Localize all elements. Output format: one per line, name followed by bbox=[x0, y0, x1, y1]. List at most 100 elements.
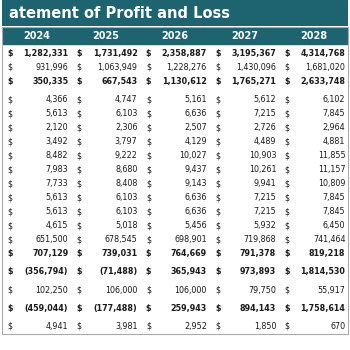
Text: 6,103: 6,103 bbox=[115, 207, 138, 216]
Text: $: $ bbox=[285, 179, 289, 188]
Text: 5,613: 5,613 bbox=[46, 193, 68, 202]
Text: $: $ bbox=[146, 207, 151, 216]
Text: 1,228,276: 1,228,276 bbox=[167, 63, 207, 72]
Text: $: $ bbox=[146, 304, 152, 313]
Text: 5,456: 5,456 bbox=[184, 221, 207, 230]
Text: $: $ bbox=[215, 179, 220, 188]
Text: $: $ bbox=[7, 165, 12, 174]
Text: $: $ bbox=[77, 235, 82, 244]
Text: 3,797: 3,797 bbox=[115, 137, 138, 146]
Text: $: $ bbox=[146, 249, 152, 258]
Text: 9,222: 9,222 bbox=[115, 151, 138, 160]
Text: $: $ bbox=[7, 235, 12, 244]
Text: 55,917: 55,917 bbox=[317, 286, 345, 294]
Text: $: $ bbox=[215, 193, 220, 202]
Text: 4,489: 4,489 bbox=[254, 137, 276, 146]
Text: $: $ bbox=[285, 77, 290, 86]
Text: 5,613: 5,613 bbox=[46, 109, 68, 118]
Text: 719,868: 719,868 bbox=[244, 235, 276, 244]
Text: 1,430,096: 1,430,096 bbox=[236, 63, 276, 72]
Text: 2027: 2027 bbox=[231, 31, 258, 41]
Text: $: $ bbox=[285, 193, 289, 202]
Text: $: $ bbox=[7, 151, 12, 160]
Text: 4,314,768: 4,314,768 bbox=[301, 49, 345, 58]
Text: 2025: 2025 bbox=[92, 31, 119, 41]
Text: 79,750: 79,750 bbox=[248, 286, 276, 294]
Text: 7,845: 7,845 bbox=[323, 193, 345, 202]
Text: 10,809: 10,809 bbox=[318, 179, 345, 188]
Text: 1,814,530: 1,814,530 bbox=[301, 267, 345, 276]
Text: 9,941: 9,941 bbox=[253, 179, 276, 188]
Text: $: $ bbox=[7, 322, 12, 331]
Text: 106,000: 106,000 bbox=[175, 286, 207, 294]
Text: $: $ bbox=[215, 267, 221, 276]
Text: 2,726: 2,726 bbox=[253, 123, 276, 132]
Text: $: $ bbox=[215, 49, 221, 58]
Text: $: $ bbox=[285, 322, 289, 331]
Text: 1,850: 1,850 bbox=[254, 322, 276, 331]
Text: 791,378: 791,378 bbox=[240, 249, 276, 258]
Text: 6,636: 6,636 bbox=[184, 109, 207, 118]
Text: 10,027: 10,027 bbox=[179, 151, 207, 160]
Text: 4,747: 4,747 bbox=[115, 95, 138, 104]
Text: $: $ bbox=[77, 286, 82, 294]
Text: $: $ bbox=[7, 49, 13, 58]
Text: 670: 670 bbox=[330, 322, 345, 331]
Text: $: $ bbox=[7, 63, 12, 72]
Text: $: $ bbox=[285, 286, 289, 294]
Text: 9,143: 9,143 bbox=[184, 179, 207, 188]
Bar bbox=[2, 27, 348, 334]
Text: 667,543: 667,543 bbox=[102, 77, 138, 86]
Text: 7,733: 7,733 bbox=[46, 179, 68, 188]
Text: 819,218: 819,218 bbox=[309, 249, 345, 258]
Text: $: $ bbox=[285, 235, 289, 244]
Text: $: $ bbox=[77, 207, 82, 216]
Text: $: $ bbox=[146, 235, 151, 244]
Text: 1,765,271: 1,765,271 bbox=[231, 77, 276, 86]
Text: $: $ bbox=[77, 165, 82, 174]
Text: $: $ bbox=[7, 207, 12, 216]
Text: 5,018: 5,018 bbox=[115, 221, 138, 230]
Text: 7,215: 7,215 bbox=[253, 207, 276, 216]
Text: 106,000: 106,000 bbox=[105, 286, 138, 294]
Text: (459,044): (459,044) bbox=[25, 304, 68, 313]
Text: 2,633,748: 2,633,748 bbox=[301, 77, 345, 86]
Text: $: $ bbox=[7, 304, 13, 313]
Text: $: $ bbox=[285, 95, 289, 104]
Text: 6,103: 6,103 bbox=[115, 109, 138, 118]
Text: $: $ bbox=[285, 137, 289, 146]
Text: $: $ bbox=[215, 109, 220, 118]
Text: $: $ bbox=[285, 249, 290, 258]
Text: $: $ bbox=[7, 77, 13, 86]
Text: 2026: 2026 bbox=[161, 31, 189, 41]
Text: $: $ bbox=[7, 249, 13, 258]
Text: $: $ bbox=[285, 165, 289, 174]
Text: 4,366: 4,366 bbox=[46, 95, 68, 104]
Text: 3,981: 3,981 bbox=[115, 322, 138, 331]
Text: $: $ bbox=[215, 137, 220, 146]
Text: 7,215: 7,215 bbox=[253, 109, 276, 118]
Text: 741,464: 741,464 bbox=[313, 235, 345, 244]
Text: $: $ bbox=[285, 109, 289, 118]
Text: $: $ bbox=[7, 123, 12, 132]
Text: 102,250: 102,250 bbox=[36, 286, 68, 294]
Text: 10,261: 10,261 bbox=[249, 165, 276, 174]
Text: 2,120: 2,120 bbox=[46, 123, 68, 132]
Text: $: $ bbox=[215, 123, 220, 132]
Text: 2,507: 2,507 bbox=[184, 123, 207, 132]
Text: $: $ bbox=[7, 221, 12, 230]
Bar bbox=[2, 0, 348, 26]
Text: $: $ bbox=[146, 123, 151, 132]
Text: 894,143: 894,143 bbox=[240, 304, 276, 313]
Text: 11,855: 11,855 bbox=[318, 151, 345, 160]
Text: $: $ bbox=[77, 95, 82, 104]
Text: 1,282,331: 1,282,331 bbox=[23, 49, 68, 58]
Text: $: $ bbox=[7, 286, 12, 294]
Text: 1,758,614: 1,758,614 bbox=[301, 304, 345, 313]
Text: 11,157: 11,157 bbox=[318, 165, 345, 174]
Text: 10,903: 10,903 bbox=[249, 151, 276, 160]
Text: 707,129: 707,129 bbox=[32, 249, 68, 258]
Text: $: $ bbox=[7, 193, 12, 202]
Text: 973,893: 973,893 bbox=[240, 267, 276, 276]
Text: $: $ bbox=[285, 221, 289, 230]
